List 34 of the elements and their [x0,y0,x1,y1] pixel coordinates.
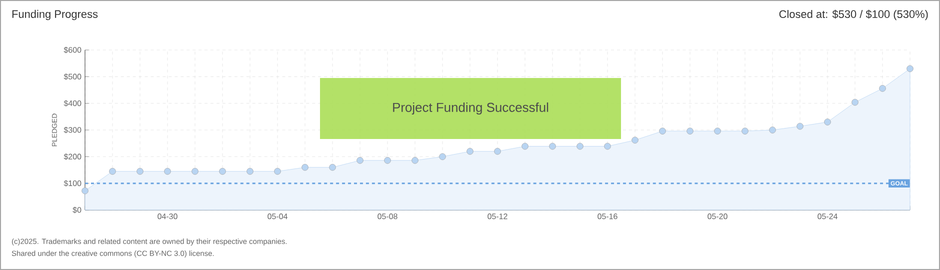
point [246,168,254,175]
point [82,187,88,194]
point [384,157,391,164]
chart-title: Funding Progress [12,10,98,20]
point [632,136,638,144]
point [796,122,804,130]
annotation: Project Funding Successful [393,102,548,115]
point [192,168,198,175]
point [136,168,144,175]
point [412,157,418,164]
point [769,126,776,134]
point [466,148,474,155]
point [164,168,171,175]
point [439,153,446,160]
point [356,157,364,164]
point [686,128,694,134]
point [329,164,336,171]
point [604,142,611,150]
point [494,148,501,155]
point [109,168,116,175]
point [522,142,528,150]
point [549,142,556,150]
point [742,128,748,134]
point [879,85,886,92]
point [274,168,281,175]
point [576,142,584,150]
point [852,98,858,106]
point [302,164,308,171]
point [824,118,831,126]
point [219,168,226,175]
chart-subtitle: Closed at: $530 / $100 (530%) [779,10,928,20]
point [659,128,666,134]
point [906,65,914,72]
point [714,128,721,134]
